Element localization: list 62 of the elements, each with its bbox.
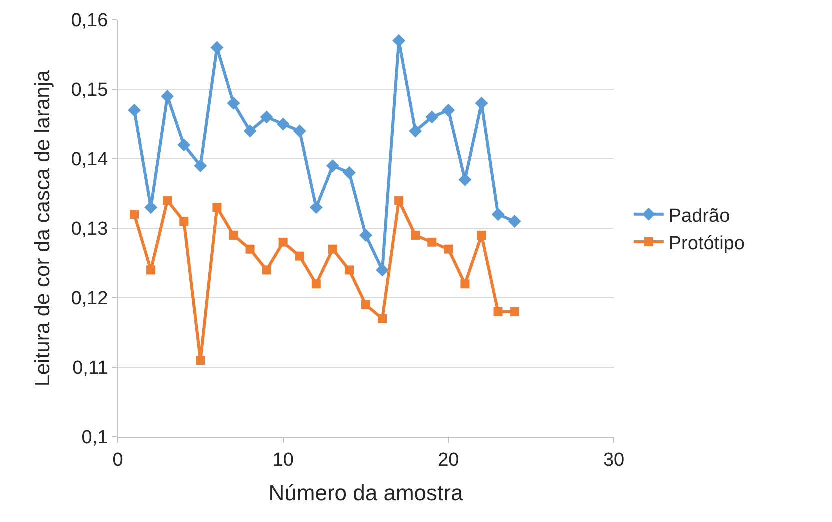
point [460, 280, 470, 289]
point [229, 230, 238, 240]
y-tick-label: 0,14 [71, 150, 109, 171]
point [442, 104, 456, 117]
x-tick-label: 10 [272, 450, 294, 471]
y-tick-label: 0,16 [71, 10, 108, 32]
legend-label: Protótipo [668, 233, 745, 254]
x-tick-label: 30 [603, 450, 625, 471]
x-axis-title: Número da amostra [268, 480, 464, 506]
y-tick-label: 0,11 [72, 358, 108, 380]
point [246, 244, 255, 254]
point [178, 138, 191, 152]
point [344, 266, 354, 275]
point [262, 266, 272, 275]
point [508, 215, 522, 228]
point [426, 110, 439, 124]
legend-label: Padrão [668, 206, 730, 227]
point [444, 244, 454, 254]
point [342, 166, 356, 180]
point [295, 252, 304, 261]
point [180, 217, 189, 226]
point [378, 314, 388, 324]
point [194, 159, 208, 172]
point [394, 196, 404, 206]
point [310, 201, 323, 214]
point [276, 118, 290, 131]
point [409, 124, 422, 138]
point [376, 264, 390, 277]
point [510, 307, 520, 316]
y-tick-label: 0,1 [82, 428, 108, 449]
point [144, 201, 158, 214]
point [411, 230, 420, 240]
point [146, 266, 156, 275]
point [494, 307, 503, 316]
y-tick-label: 0,15 [71, 80, 108, 102]
point [212, 203, 222, 212]
point [428, 238, 437, 247]
x-tick-label: 20 [438, 450, 460, 471]
point [244, 124, 257, 138]
point [227, 96, 240, 110]
point [475, 96, 488, 110]
point [477, 230, 486, 240]
point [362, 300, 370, 310]
y-axis-title: Leitura de cor da casca de laranja [31, 70, 54, 387]
point [326, 159, 340, 172]
y-tick-label: 0,12 [71, 288, 108, 310]
point [196, 356, 206, 366]
y-tick-label: 0,13 [71, 219, 108, 240]
point [328, 244, 338, 254]
point [128, 104, 142, 117]
point [293, 124, 306, 138]
point [360, 228, 372, 242]
point [278, 238, 288, 247]
point [210, 41, 224, 54]
point [130, 210, 140, 220]
point [260, 110, 274, 124]
point [392, 34, 406, 48]
point [163, 196, 172, 206]
point [312, 280, 321, 289]
point [161, 90, 174, 103]
x-tick-label: 0 [112, 450, 124, 471]
point [492, 208, 505, 222]
